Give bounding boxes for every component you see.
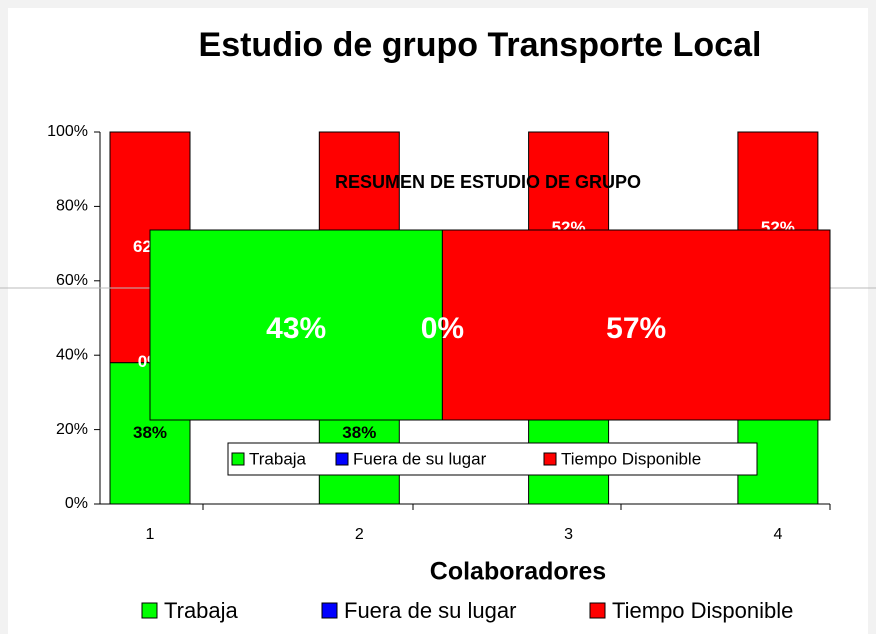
summary-title: RESUMEN DE ESTUDIO DE GRUPO bbox=[335, 172, 641, 192]
x-tick-label: 3 bbox=[564, 526, 573, 543]
data-label: 57% bbox=[606, 312, 666, 345]
x-tick-label: 2 bbox=[355, 526, 364, 543]
x-tick-label: 4 bbox=[773, 526, 782, 543]
legend-swatch bbox=[231, 452, 245, 466]
data-label: 43% bbox=[266, 312, 326, 345]
summary-legend-box bbox=[227, 442, 758, 476]
y-tick-label: 100% bbox=[47, 123, 88, 140]
legend-label: Fuera de su lugar bbox=[353, 449, 487, 468]
bar-segment bbox=[149, 229, 443, 421]
legend-label: Tiempo Disponible bbox=[561, 449, 701, 468]
y-tick-label: 0% bbox=[65, 495, 88, 512]
legend-label: Tiempo Disponible bbox=[612, 598, 793, 623]
y-tick-label: 60% bbox=[56, 272, 88, 289]
legend-swatch bbox=[335, 452, 349, 466]
data-label: 38% bbox=[342, 423, 376, 442]
legend-swatch bbox=[543, 452, 557, 466]
y-tick-label: 20% bbox=[56, 421, 88, 438]
data-label: 0% bbox=[421, 312, 464, 345]
legend-swatch bbox=[321, 602, 338, 619]
data-label: 38% bbox=[133, 423, 167, 442]
y-tick-label: 40% bbox=[56, 346, 88, 363]
y-tick-label: 80% bbox=[56, 198, 88, 215]
legend-label: Trabaja bbox=[164, 598, 239, 623]
x-axis-title: Colaboradores bbox=[430, 558, 606, 586]
x-tick-label: 1 bbox=[146, 526, 155, 543]
bar-segment bbox=[441, 229, 831, 421]
legend-swatch bbox=[589, 602, 606, 619]
legend-label: Trabaja bbox=[249, 449, 307, 468]
legend-swatch bbox=[141, 602, 158, 619]
chart-title: Estudio de grupo Transporte Local bbox=[199, 26, 762, 64]
legend-label: Fuera de su lugar bbox=[344, 598, 516, 623]
